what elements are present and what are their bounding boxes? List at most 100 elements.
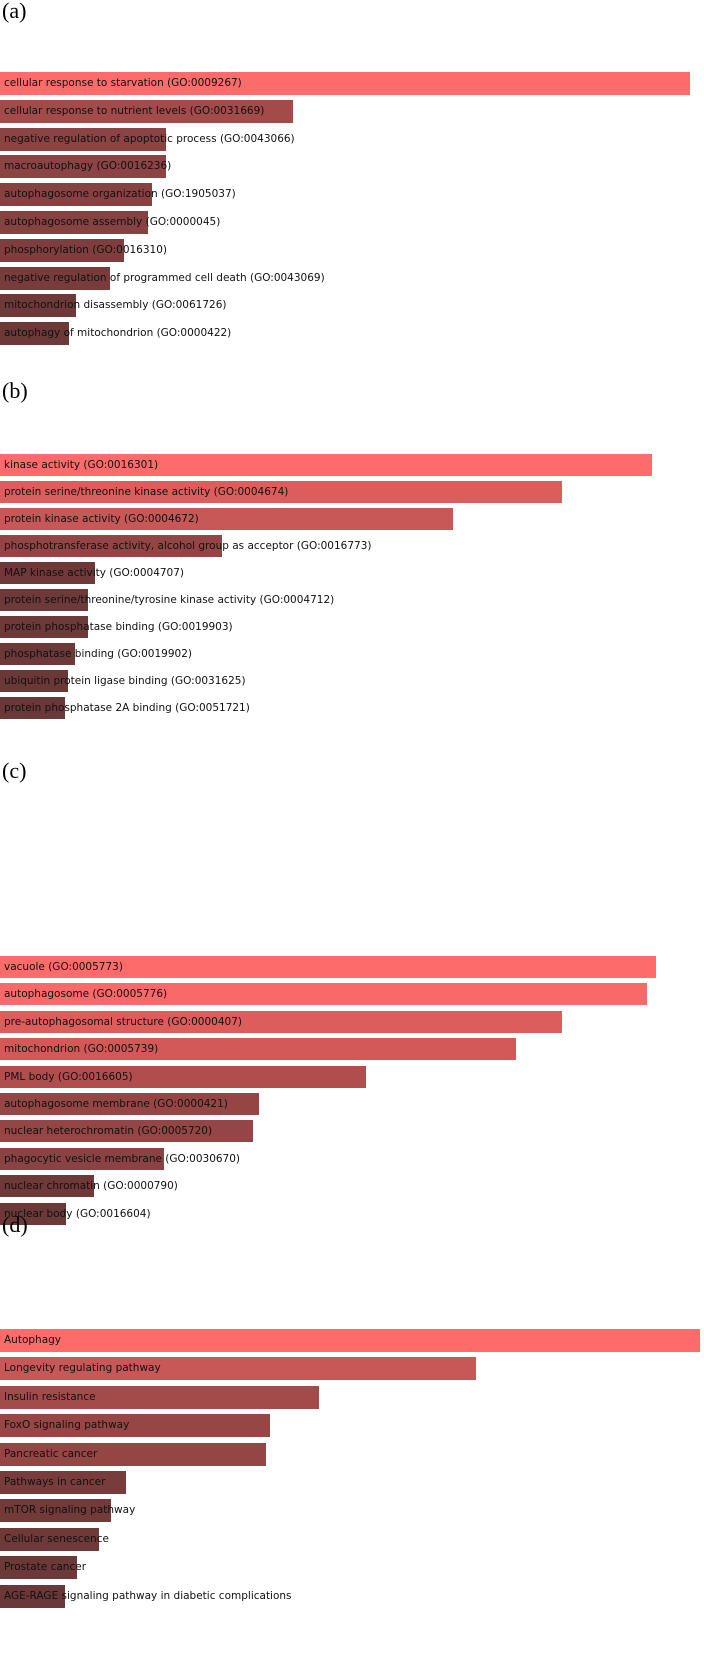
bar xyxy=(0,1527,100,1551)
bar-label: vacuole (GO:0005773) xyxy=(4,961,123,973)
bar-label: protein serine/threonine/tyrosine kinase… xyxy=(4,594,335,606)
bar-label: nuclear heterochromatin (GO:0005720) xyxy=(4,1125,213,1138)
bar-label: Autophagy xyxy=(4,1334,62,1346)
bar-row: MAP kinase activity (GO:0004707) xyxy=(0,562,652,584)
bar-label: phosphotransferase activity, alcohol gro… xyxy=(4,540,372,552)
bar-row: autophagosome membrane (GO:0000421) xyxy=(0,1093,656,1115)
bar-row: PML body (GO:0016605) xyxy=(0,1065,656,1088)
bar-row: nuclear heterochromatin (GO:0005720) xyxy=(0,1120,656,1143)
bar-row: Autophagy xyxy=(0,1329,700,1352)
bar xyxy=(0,1038,517,1061)
bar xyxy=(0,183,152,207)
bar-row: negative regulation of apoptotic process… xyxy=(0,127,690,151)
bar xyxy=(0,1065,367,1088)
bar-label: autophagosome membrane (GO:0000421) xyxy=(4,1098,228,1110)
bar-label: Pancreatic cancer xyxy=(4,1447,98,1460)
bar-label: cellular response to starvation (GO:0009… xyxy=(4,77,242,89)
bar xyxy=(0,294,76,318)
bar-label: Longevity regulating pathway xyxy=(4,1362,161,1375)
bar xyxy=(0,1414,270,1438)
bar-row: phosphatase binding (GO:0019902) xyxy=(0,643,652,665)
bar-label: autophagosome organization (GO:1905037) xyxy=(4,188,236,201)
bar-row: protein serine/threonine kinase activity… xyxy=(0,481,652,503)
bar xyxy=(0,481,563,503)
bar-label: phagocytic vesicle membrane (GO:0030670) xyxy=(4,1152,241,1165)
bar-row: autophagy of mitochondrion (GO:0000422) xyxy=(0,322,690,346)
bar-row: Insulin resistance xyxy=(0,1385,700,1409)
bar xyxy=(0,616,89,638)
bar xyxy=(0,1147,164,1170)
bar-label: macroautophagy (GO:0016236) xyxy=(4,160,172,173)
bar xyxy=(0,127,166,151)
bar-label: protein phosphatase binding (GO:0019903) xyxy=(4,621,233,633)
bar xyxy=(0,1357,476,1381)
bar-row: ubiquitin protein ligase binding (GO:003… xyxy=(0,670,652,692)
bar-row: Longevity regulating pathway xyxy=(0,1357,700,1381)
bar xyxy=(0,589,89,611)
bar-row: Pathways in cancer xyxy=(0,1471,700,1494)
bar-label: cellular response to nutrient levels (GO… xyxy=(4,104,265,117)
bar-row: protein serine/threonine/tyrosine kinase… xyxy=(0,589,652,611)
bar-row: cellular response to nutrient levels (GO… xyxy=(0,99,690,123)
bar-label: phosphatase binding (GO:0019902) xyxy=(4,648,192,660)
bar xyxy=(0,1499,111,1523)
bar xyxy=(0,670,69,692)
bar-label: negative regulation of programmed cell d… xyxy=(4,271,325,284)
bar-label: PML body (GO:0016605) xyxy=(4,1070,133,1083)
panel-label: (c) xyxy=(2,758,27,783)
bar-label: nuclear body (GO:0016604) xyxy=(4,1207,151,1220)
bar xyxy=(0,1120,253,1143)
bar xyxy=(0,535,222,557)
bar-label: negative regulation of apoptotic process… xyxy=(4,132,295,145)
bar xyxy=(0,983,648,1006)
bar-label: AGE-RAGE signaling pathway in diabetic c… xyxy=(4,1589,292,1602)
bar-label: mTOR signaling pathway xyxy=(4,1504,136,1517)
bar-row: protein phosphatase binding (GO:0019903) xyxy=(0,616,652,638)
bar-label: ubiquitin protein ligase binding (GO:003… xyxy=(4,675,246,687)
bar-row: phosphotransferase activity, alcohol gro… xyxy=(0,535,652,557)
bar xyxy=(0,562,95,584)
bar xyxy=(0,1442,266,1466)
bar xyxy=(0,643,75,665)
bar-label: autophagosome assembly (GO:0000045) xyxy=(4,216,221,228)
bar-row: Prostate cancer xyxy=(0,1556,700,1580)
bar-label: protein kinase activity (GO:0004672) xyxy=(4,513,199,525)
bar xyxy=(0,1329,700,1352)
bar xyxy=(0,72,690,95)
bar-row: phagocytic vesicle membrane (GO:0030670) xyxy=(0,1147,656,1170)
bar-label: pre-autophagosomal structure (GO:0000407… xyxy=(4,1015,242,1028)
bar-row: Cellular senescence xyxy=(0,1527,700,1551)
bar-row: protein phosphatase 2A binding (GO:00517… xyxy=(0,697,652,719)
bar-row: protein kinase activity (GO:0004672) xyxy=(0,508,652,530)
bar-row: AGE-RAGE signaling pathway in diabetic c… xyxy=(0,1584,700,1608)
bar-label: nuclear chromatin (GO:0000790) xyxy=(4,1180,178,1193)
bar-label: Pathways in cancer xyxy=(4,1476,106,1488)
bar xyxy=(0,99,294,123)
bar xyxy=(0,1471,126,1494)
bar-row: Pancreatic cancer xyxy=(0,1442,700,1466)
bar-label: Cellular senescence xyxy=(4,1532,109,1545)
bar xyxy=(0,956,656,978)
bar-row: cellular response to starvation (GO:0009… xyxy=(0,72,690,95)
bar-label: FoxO signaling pathway xyxy=(4,1419,130,1432)
bar xyxy=(0,1584,66,1608)
bar-label: Prostate cancer xyxy=(4,1561,87,1574)
bar xyxy=(0,322,69,346)
bar-label: mitochondrion disassembly (GO:0061726) xyxy=(4,299,227,312)
bar-row: mitochondrion disassembly (GO:0061726) xyxy=(0,294,690,318)
bar-label: autophagosome (GO:0005776) xyxy=(4,988,168,1001)
bar-row: mitochondrion (GO:0005739) xyxy=(0,1038,656,1061)
bar-row: autophagosome (GO:0005776) xyxy=(0,983,656,1006)
bar xyxy=(0,155,166,179)
bar-row: pre-autophagosomal structure (GO:0000407… xyxy=(0,1010,656,1033)
bar xyxy=(0,454,652,476)
bar-row: nuclear body (GO:0016604) xyxy=(0,1202,656,1225)
bar-row: autophagosome organization (GO:1905037) xyxy=(0,183,690,207)
bar-label: kinase activity (GO:0016301) xyxy=(4,459,159,471)
bar xyxy=(0,697,66,719)
bar-label: MAP kinase activity (GO:0004707) xyxy=(4,567,185,579)
bar xyxy=(0,1010,563,1033)
bar xyxy=(0,266,111,290)
bar-row: negative regulation of programmed cell d… xyxy=(0,266,690,290)
